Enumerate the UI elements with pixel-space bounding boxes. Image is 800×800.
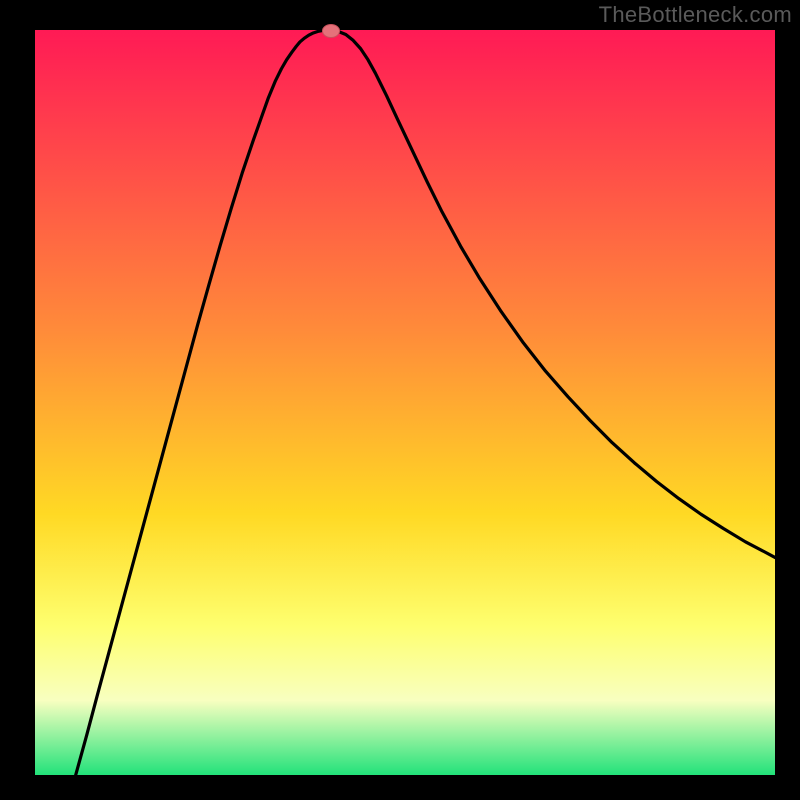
bottleneck-curve (35, 30, 775, 775)
chart-background (35, 30, 775, 775)
watermark-text: TheBottleneck.com (599, 2, 792, 28)
optimal-point-marker (322, 24, 340, 38)
